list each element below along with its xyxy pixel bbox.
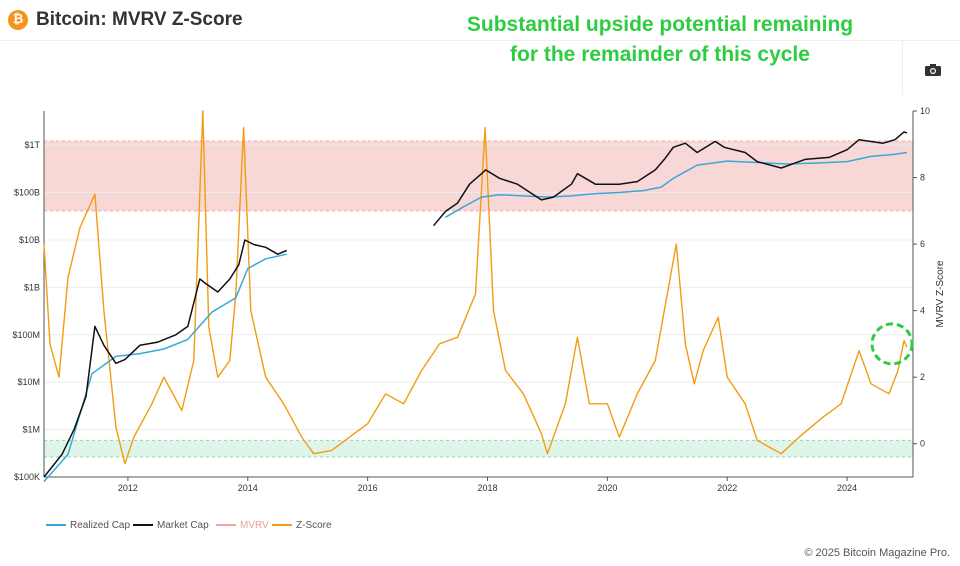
legend-label-realized-cap: Realized Cap <box>70 520 131 531</box>
mvrv-zscore-chart: $100K $1M $10M $100M $1B $10B $100B $1T 0 2 4 6 8 10 2… <box>12 106 946 493</box>
y-left-tick-label: $1M <box>22 425 40 435</box>
x-tick-label: 2022 <box>717 483 737 493</box>
y-left-tick-label: $1T <box>24 140 40 150</box>
chart-header: ₿ Bitcoin: MVRV Z-Score Substantial upsi… <box>0 0 960 66</box>
y-left-tick-label: $1B <box>24 282 40 292</box>
legend-item-z-score[interactable]: Z-Score <box>272 520 332 531</box>
chart-title: Bitcoin: MVRV Z-Score <box>36 9 243 30</box>
y-left-tick-label: $10M <box>17 377 40 387</box>
x-tick-label: 2016 <box>358 483 378 493</box>
bitcoin-icon: ₿ <box>8 10 28 30</box>
legend-swatch-mvrv <box>216 524 236 527</box>
x-tick-label: 2024 <box>837 483 857 493</box>
header-divider <box>0 40 960 41</box>
legend-item-market-cap[interactable]: Market Cap <box>133 520 209 531</box>
y-right-tick-label: 4 <box>920 306 925 316</box>
legend-swatch-market-cap <box>133 524 153 527</box>
y-left-tick-label: $100K <box>14 472 40 482</box>
x-tick-label: 2020 <box>597 483 617 493</box>
y-left-tick-label: $100M <box>12 330 40 340</box>
y-left-tick-label: $10B <box>19 235 40 245</box>
legend-label-z-score: Z-Score <box>296 520 332 531</box>
y-right-tick-label: 2 <box>920 372 925 382</box>
annotation-circle <box>870 322 914 366</box>
y-right-tick-label: 6 <box>920 239 925 249</box>
y-right-tick-label: 8 <box>920 173 925 183</box>
headline-annotation: Substantial upside potential remaining f… <box>440 10 880 70</box>
legend-label-mvrv: MVRV <box>240 520 269 531</box>
copyright-text: © 2025 Bitcoin Magazine Pro. <box>804 547 950 559</box>
y-right-axis-title: MVRV Z-Score <box>935 260 946 327</box>
camera-icon[interactable] <box>925 64 941 76</box>
green-zone-band <box>44 440 913 458</box>
toolbar-divider <box>902 41 903 95</box>
legend-swatch-realized-cap <box>46 524 66 527</box>
y-right-tick-label: 10 <box>920 106 930 116</box>
series-line-market-cap <box>43 131 908 478</box>
headline-line-1: Substantial upside potential remaining <box>466 13 854 36</box>
legend-item-mvrv[interactable]: MVRV <box>216 520 269 531</box>
x-tick-label: 2018 <box>477 483 497 493</box>
y-right-tick-label: 0 <box>920 439 925 449</box>
x-tick-label: 2014 <box>238 483 258 493</box>
y-left-tick-label: $100B <box>14 188 40 198</box>
legend-swatch-z-score <box>272 524 292 527</box>
headline-line-2: for the remainder of this cycle <box>510 43 810 66</box>
x-tick-label: 2012 <box>118 483 138 493</box>
legend-item-realized-cap[interactable]: Realized Cap <box>46 520 130 531</box>
legend-label-market-cap: Market Cap <box>157 520 209 531</box>
series-line-z-score <box>43 110 908 465</box>
